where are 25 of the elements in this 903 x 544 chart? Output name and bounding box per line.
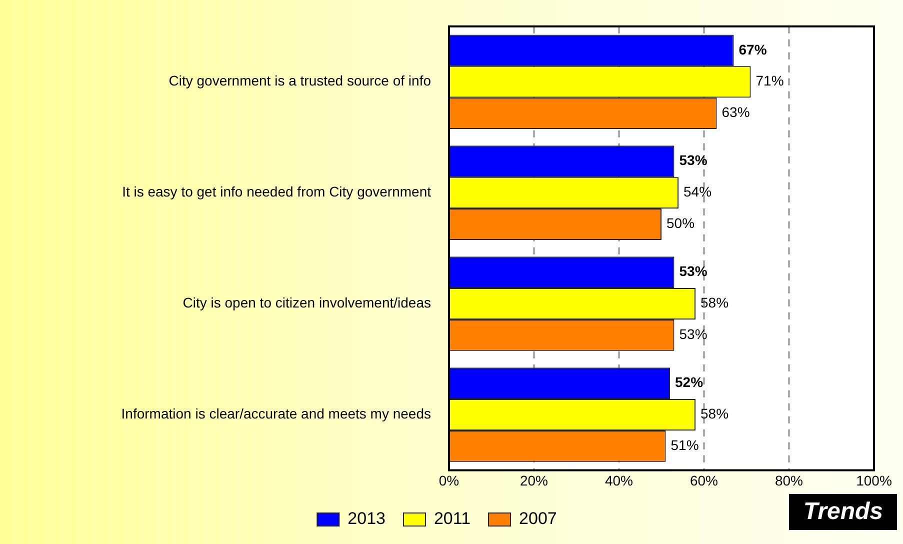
data-label: 58% [700,406,729,422]
data-label: 71% [756,72,784,89]
data-label: 63% [722,104,750,120]
legend-label: 2007 [519,509,557,528]
text: Trends [789,494,897,530]
data-label: 53% [679,152,708,168]
x-tick-label: 80% [774,472,804,488]
x-tick-label: 20% [520,472,548,488]
legend-label: 2011 [434,509,471,528]
x-tick-label: 100% [856,472,892,488]
data-label: 52% [675,374,704,390]
x-tick-label: 60% [690,472,718,488]
y-tick-label: City government is a trusted source of info [168,72,432,89]
data-label: 54% [684,184,712,200]
x-tick-label: 0% [438,472,460,488]
data-label: 53% [679,263,708,280]
data-label: 67% [738,41,768,58]
y-tick-label: It is easy to get info needed from City government [122,184,432,200]
data-label: 53% [679,326,708,342]
y-tick-label: City is open to citizen involvement/ideas [182,294,431,311]
data-label: 50% [666,215,695,232]
x-tick-label: 40% [604,472,634,488]
data-label: 51% [670,437,699,454]
y-tick-label: Information is clear/accurate and meets my needs [121,406,431,422]
legend-label: 2013 [348,509,386,528]
